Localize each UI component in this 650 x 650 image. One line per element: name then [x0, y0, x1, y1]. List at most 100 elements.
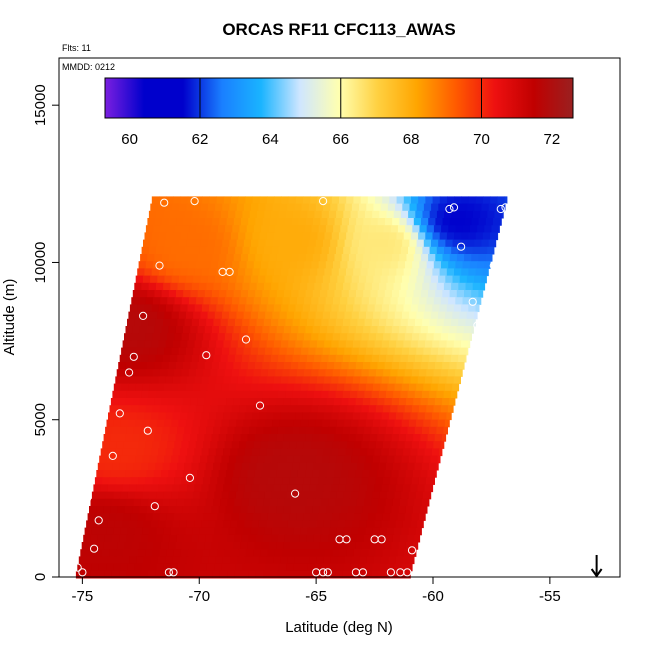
heatmap-cell [389, 304, 397, 313]
heatmap-cell [321, 282, 330, 291]
heatmap-cell [309, 412, 318, 421]
heatmap-cell [429, 210, 438, 219]
heatmap-cell [322, 491, 330, 500]
heatmap-cell [93, 484, 102, 493]
sample-point [185, 473, 194, 482]
heatmap-cell [408, 491, 417, 500]
heatmap-cell [291, 290, 299, 298]
heatmap-cell [190, 218, 199, 226]
heatmap-cell [294, 311, 302, 320]
heatmap-cell [240, 290, 249, 298]
heatmap-cell [240, 398, 249, 406]
heatmap-cell [211, 434, 220, 442]
heatmap-cell [168, 254, 177, 262]
heatmap-cell [384, 254, 393, 262]
heatmap-cell [396, 232, 405, 241]
heatmap-cell [323, 448, 332, 457]
heatmap-cell [155, 354, 164, 363]
heatmap-cell [393, 318, 402, 327]
heatmap-cell [287, 556, 296, 565]
heatmap-cell [166, 232, 174, 241]
heatmap-cell [346, 268, 354, 277]
heatmap-cell [315, 311, 324, 320]
heatmap-cell [237, 340, 246, 349]
heatmap-cell [133, 498, 142, 507]
heatmap-cell [304, 261, 312, 269]
heatmap-cell [274, 196, 282, 205]
heatmap-cell [230, 556, 238, 565]
heatmap-cell [370, 398, 378, 406]
heatmap-cell [250, 455, 259, 464]
heatmap-cell [309, 340, 318, 349]
heatmap-cell [368, 549, 376, 557]
heatmap-cell [394, 563, 402, 572]
heatmap-cell [417, 484, 426, 493]
heatmap-cell [113, 383, 122, 392]
heatmap-cell [159, 405, 168, 413]
heatmap-cell [282, 405, 290, 413]
heatmap-cell [236, 311, 245, 320]
heatmap-cell [223, 196, 232, 205]
heatmap-cell [406, 218, 415, 226]
heatmap-cell [452, 311, 461, 320]
heatmap-cell [331, 448, 339, 457]
heatmap-cell [146, 470, 155, 478]
heatmap-cell [223, 268, 232, 277]
heatmap-cell [186, 239, 194, 248]
heatmap-cell [421, 498, 430, 507]
sample-point [377, 535, 386, 544]
heatmap-cell [139, 362, 148, 370]
heatmap-cell [222, 556, 231, 565]
heatmap-cell [334, 326, 342, 334]
heatmap-cell [193, 347, 201, 356]
heatmap-cell [456, 362, 465, 370]
heatmap-cell [232, 333, 240, 341]
heatmap-cell [371, 318, 380, 327]
heatmap-cell [154, 290, 163, 298]
heatmap-cell [332, 441, 341, 449]
heatmap-cell [481, 275, 487, 284]
heatmap-cell [213, 210, 222, 219]
heatmap-cell [147, 362, 155, 370]
heatmap-cell [159, 441, 168, 449]
sample-point [468, 297, 477, 306]
heatmap-cell [338, 268, 347, 277]
heatmap-cell [185, 455, 194, 464]
heatmap-cell [327, 326, 335, 334]
heatmap-cell [311, 333, 319, 341]
heatmap-cell [133, 462, 142, 471]
heatmap-cell [155, 282, 164, 291]
heatmap-cell [232, 225, 240, 233]
sample-points [73, 197, 510, 577]
heatmap-cell [349, 426, 358, 435]
heatmap-cell [306, 498, 315, 507]
heatmap-cell [439, 268, 448, 277]
heatmap-cell [349, 462, 358, 471]
heatmap-cell [476, 297, 482, 305]
heatmap-cell [146, 542, 155, 550]
heatmap-cell [420, 290, 429, 298]
heatmap-cell [446, 412, 452, 421]
heatmap-cell [165, 484, 174, 493]
heatmap-cell [122, 412, 131, 421]
heatmap-cell [263, 570, 271, 579]
heatmap-cell [388, 448, 397, 457]
heatmap-cell [197, 254, 206, 262]
heatmap-cell [301, 203, 310, 212]
heatmap-cell [419, 369, 427, 377]
heatmap-cell [162, 354, 171, 363]
heatmap-cell [468, 304, 476, 313]
heatmap-cell [209, 268, 217, 277]
heatmap-cell [359, 448, 368, 457]
heatmap-cell [213, 390, 221, 399]
heatmap-cell [397, 477, 405, 485]
heatmap-cell [214, 419, 223, 428]
heatmap-cell [274, 477, 283, 485]
heatmap-cell [390, 297, 399, 305]
heatmap-cell [327, 290, 335, 298]
heatmap-cell [136, 556, 145, 565]
heatmap-cell [197, 506, 205, 514]
heatmap-cell [217, 225, 226, 233]
heatmap-cell [427, 470, 436, 478]
heatmap-cell [231, 477, 240, 485]
